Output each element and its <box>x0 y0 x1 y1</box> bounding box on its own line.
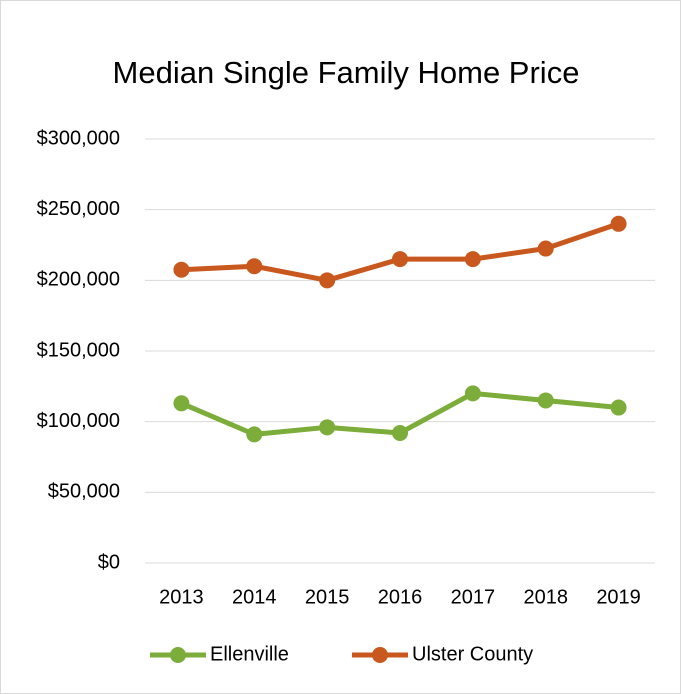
x-tick-label: 2016 <box>378 586 423 608</box>
x-tick-label: 2019 <box>596 586 641 608</box>
data-point <box>464 385 481 402</box>
data-point <box>610 399 627 416</box>
y-tick-label: $200,000 <box>37 269 120 291</box>
y-tick-label: $50,000 <box>48 481 120 503</box>
legend-marker <box>170 647 186 663</box>
data-point <box>173 261 190 278</box>
y-tick-label: $300,000 <box>37 127 120 149</box>
data-point <box>246 426 263 443</box>
legend-marker <box>372 647 388 663</box>
data-point <box>246 258 263 275</box>
y-tick-label: $150,000 <box>37 339 120 361</box>
legend-label: Ellenville <box>210 643 289 665</box>
data-point <box>537 392 554 409</box>
y-tick-label: $250,000 <box>37 198 120 220</box>
chart-title: Median Single Family Home Price <box>113 55 580 90</box>
x-tick-label: 2014 <box>232 586 277 608</box>
data-point <box>610 215 627 232</box>
x-tick-label: 2018 <box>523 586 568 608</box>
x-tick-label: 2017 <box>451 586 496 608</box>
data-point <box>319 272 336 289</box>
x-tick-label: 2013 <box>159 586 204 608</box>
data-point <box>392 251 408 268</box>
y-tick-label: $0 <box>98 551 120 573</box>
x-tick-label: 2015 <box>305 586 350 608</box>
y-tick-label: $100,000 <box>37 410 120 432</box>
data-point <box>319 419 336 436</box>
data-point <box>173 395 190 412</box>
data-point <box>537 240 554 257</box>
data-point <box>392 424 408 441</box>
legend-label: Ulster County <box>412 643 533 665</box>
data-point <box>464 251 481 268</box>
